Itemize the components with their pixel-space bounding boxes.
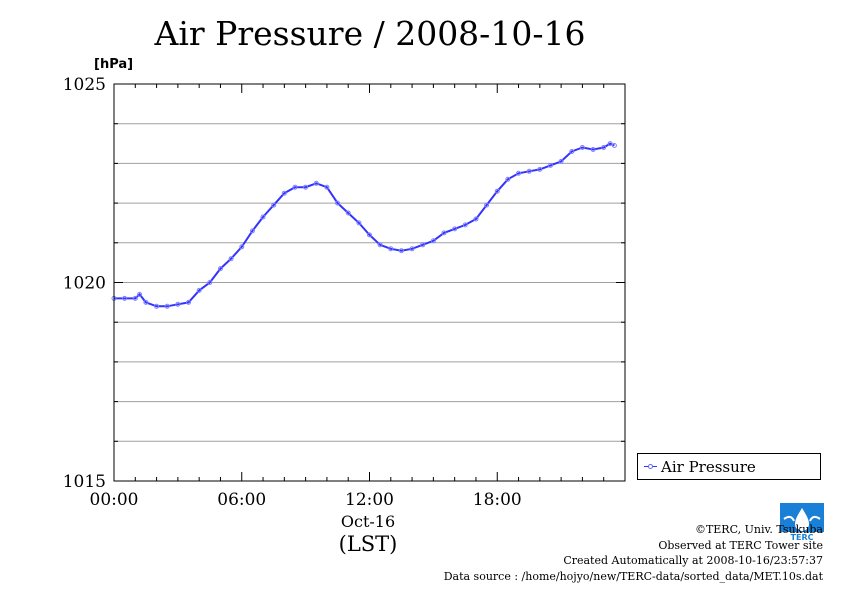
- y-tick-label: 1020: [63, 274, 106, 294]
- data-point: [441, 230, 447, 236]
- data-point: [137, 291, 143, 297]
- data-point: [494, 188, 500, 194]
- data-point: [548, 162, 553, 168]
- legend-label: Air Pressure: [661, 457, 756, 476]
- data-point: [607, 141, 613, 147]
- data-point: [164, 303, 170, 309]
- data-point: [601, 145, 607, 150]
- data-point: [526, 168, 532, 174]
- data-point: [537, 166, 543, 172]
- credit-created: Created Automatically at 2008-10-16/23:5…: [563, 554, 823, 567]
- credit-copyright: ©TERC, Univ. Tsukuba: [694, 523, 823, 536]
- data-point: [292, 184, 298, 190]
- data-point: [218, 266, 223, 272]
- y-tick-label: 1025: [63, 75, 106, 95]
- data-point: [505, 176, 511, 182]
- chart-title: Air Pressure / 2008-10-16: [154, 14, 586, 53]
- data-point: [207, 280, 213, 285]
- axis-ticks: 1015 1020 1025 00:00 06:00 12:00 18:00: [63, 75, 626, 510]
- x-tick-label: 00:00: [90, 490, 139, 510]
- credit-source: Data source : /home/hojyo/new/TERC-data/…: [443, 569, 823, 583]
- data-point: [558, 158, 564, 164]
- x-axis-date-label: Oct-16: [341, 512, 395, 531]
- data-point: [122, 295, 128, 301]
- data-point: [260, 214, 266, 220]
- data-point: [579, 145, 585, 150]
- data-point: [196, 287, 202, 293]
- y-tick-label: 1015: [63, 472, 106, 492]
- data-point: [186, 299, 191, 305]
- data-point: [462, 222, 468, 228]
- data-point: [154, 303, 160, 309]
- x-tick-label: 18:00: [473, 490, 522, 510]
- data-point: [335, 200, 341, 206]
- data-point: [377, 242, 383, 248]
- data-point: [484, 202, 490, 208]
- x-tick-label: 12:00: [345, 490, 394, 510]
- data-point: [228, 256, 234, 262]
- data-point: [175, 301, 181, 307]
- data-point: [324, 184, 330, 190]
- x-axis-timezone-label: (LST): [339, 532, 398, 556]
- data-point: [281, 190, 287, 196]
- y-axis-unit: [hPa]: [94, 57, 133, 72]
- data-point: [611, 143, 617, 148]
- data-point: [452, 226, 458, 232]
- data-point: [313, 180, 319, 186]
- data-point: [345, 210, 351, 216]
- data-point: [271, 202, 277, 208]
- legend: Air Pressure: [637, 453, 821, 480]
- series-air-pressure: [111, 141, 617, 309]
- data-point: [473, 216, 479, 222]
- data-point: [516, 170, 521, 176]
- data-point: [367, 232, 372, 238]
- data-point: [239, 244, 245, 250]
- data-point: [388, 246, 394, 252]
- data-point: [590, 147, 596, 152]
- data-point: [143, 299, 149, 305]
- data-point: [569, 149, 575, 154]
- series-line: [114, 142, 615, 308]
- logo-text: TERC: [791, 533, 814, 541]
- legend-swatch: [644, 464, 657, 469]
- grid-lines: [114, 123, 625, 442]
- terc-logo: TERC: [780, 503, 824, 541]
- credits-block: ©TERC, Univ. Tsukuba Observed at TERC To…: [444, 522, 823, 584]
- data-point: [398, 248, 404, 254]
- x-tick-label: 06:00: [217, 490, 266, 510]
- data-point: [249, 228, 255, 234]
- data-point: [430, 238, 436, 244]
- credit-site: Observed at TERC Tower site: [658, 538, 823, 552]
- data-point: [303, 184, 309, 190]
- data-point: [132, 295, 138, 301]
- data-point: [356, 220, 362, 226]
- data-point: [409, 246, 415, 252]
- data-point: [420, 242, 426, 248]
